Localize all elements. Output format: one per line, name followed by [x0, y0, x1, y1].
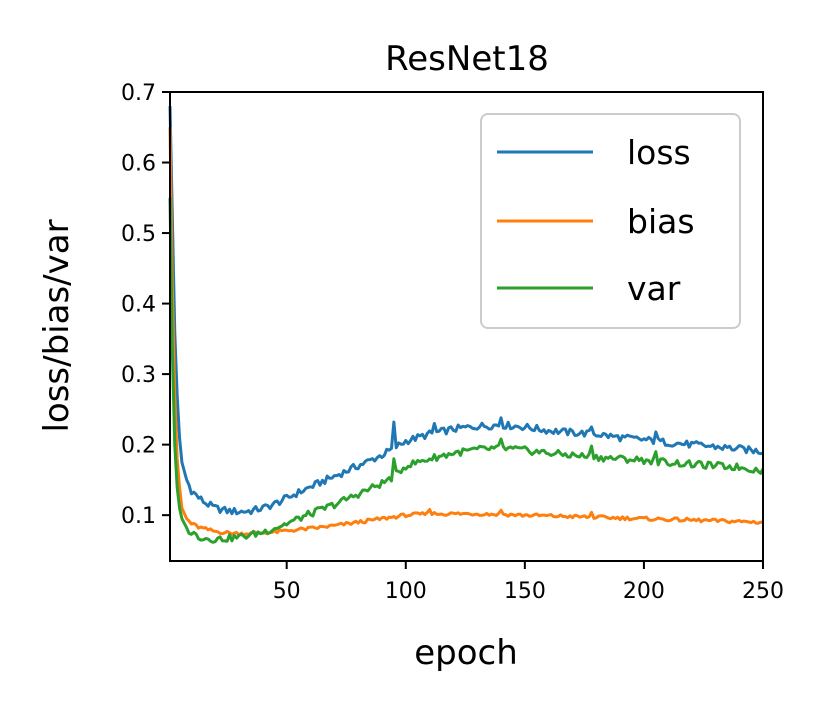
axes-frame [169, 91, 764, 562]
y-tick-label-0.6: 0.6 [121, 152, 156, 177]
legend: loss bias var [480, 113, 741, 329]
x-tick-label-50: 50 [273, 579, 301, 604]
tick-layer: 50 100 150 200 250 0.1 0.2 0.3 0.4 0.5 0.6 0.7 [121, 81, 784, 604]
legend-label-var: var [627, 269, 681, 308]
chart-title: ResNet18 [385, 39, 549, 79]
y-tick-label-0.3: 0.3 [121, 363, 156, 388]
legend-label-bias: bias [627, 202, 695, 241]
y-tick-label-0.5: 0.5 [121, 222, 156, 247]
series-layer [168, 106, 765, 544]
y-tick-label-0.7: 0.7 [121, 81, 156, 106]
x-tick-label-250: 250 [742, 579, 784, 604]
x-tick-label-100: 100 [385, 579, 427, 604]
y-tick-label-0.2: 0.2 [121, 434, 156, 459]
y-tick-label-0.1: 0.1 [121, 504, 156, 529]
series-line-loss [168, 106, 764, 516]
legend-label-loss: loss [627, 133, 691, 172]
series-line-var [168, 197, 765, 544]
y-tick-label-0.4: 0.4 [121, 293, 156, 318]
x-tick-label-150: 150 [504, 579, 546, 604]
y-axis-label: loss/bias/var [37, 219, 77, 432]
legend-box [480, 113, 741, 329]
x-axis-label: epoch [414, 633, 518, 673]
x-tick-label-200: 200 [623, 579, 665, 604]
